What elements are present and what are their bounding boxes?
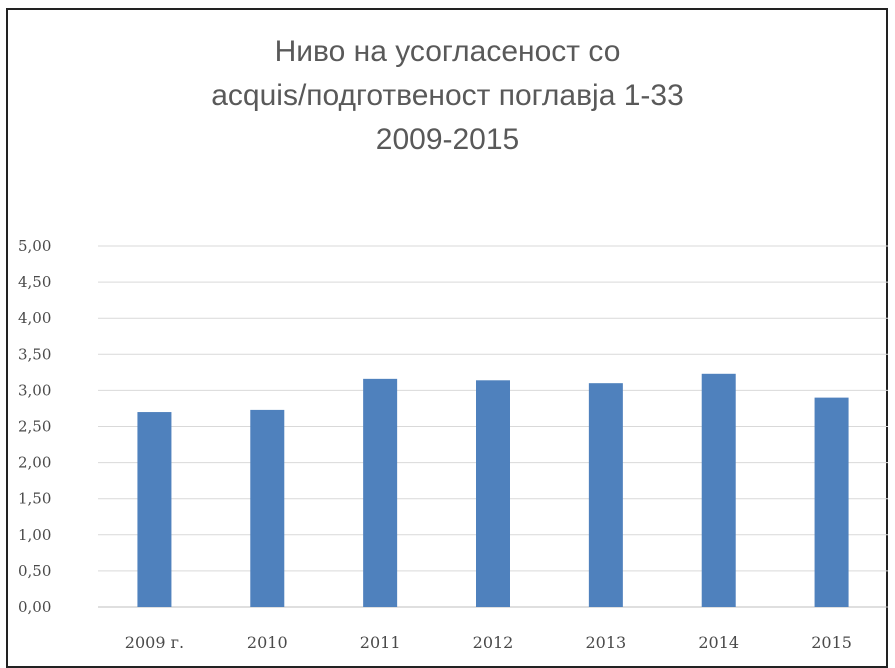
y-tick-label: 2,50 — [18, 418, 51, 436]
y-tick-label: 5,00 — [18, 237, 51, 255]
bar — [137, 412, 172, 607]
chart-title: Ниво на усогласеност со acquis/подготвен… — [0, 30, 895, 162]
bar — [814, 397, 849, 607]
bar — [701, 373, 736, 607]
bar — [250, 409, 285, 607]
x-tick-label: 2011 — [360, 633, 401, 651]
y-tick-label: 3,00 — [18, 381, 51, 399]
y-tick-label: 4,50 — [18, 273, 51, 291]
bar — [363, 378, 398, 607]
chart-title-line-3: 2009-2015 — [375, 123, 520, 156]
x-tick-label: 2015 — [811, 633, 852, 651]
bar — [588, 383, 623, 607]
bar-chart: 0,00 0,50 1,00 1,50 2,00 2,50 3,00 3,50 4,00 4,50… — [18, 237, 888, 651]
x-tick-label: 2014 — [698, 633, 739, 651]
x-tick-label: 2012 — [473, 633, 514, 651]
y-tick-label: 2,00 — [18, 454, 51, 472]
x-tick-label: 2009 г. — [125, 633, 184, 651]
y-tick-label: 4,00 — [18, 309, 51, 327]
y-tick-label: 0,00 — [18, 598, 51, 616]
y-tick-label: 1,50 — [18, 490, 51, 508]
x-tick-label: 2013 — [585, 633, 626, 651]
bar — [476, 380, 510, 607]
chart-title-line-1: Ниво на усогласеност со — [274, 35, 621, 68]
x-tick-label: 2010 — [247, 633, 288, 651]
chart-title-line-2: acquis/подготвеност поглавја 1-33 — [211, 79, 684, 112]
y-tick-label: 3,50 — [18, 345, 51, 363]
y-tick-label: 0,50 — [18, 562, 51, 580]
y-tick-label: 1,00 — [18, 526, 51, 544]
